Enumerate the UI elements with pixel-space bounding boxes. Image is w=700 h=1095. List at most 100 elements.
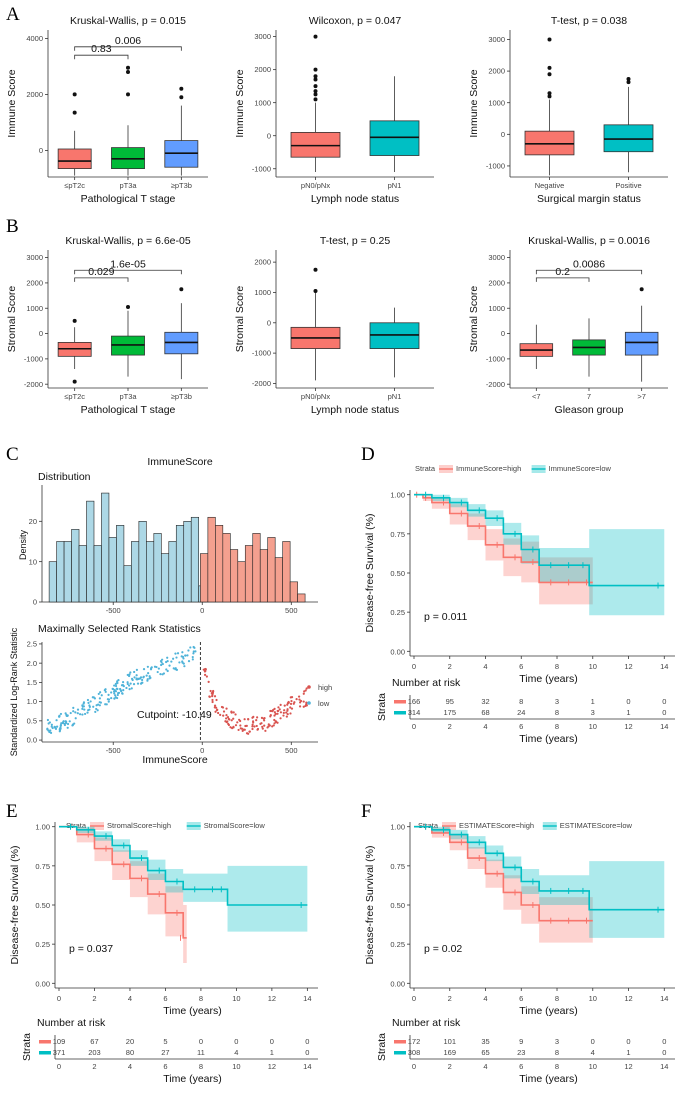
scatter-point [285, 711, 288, 714]
scatter-point [192, 652, 195, 655]
y-tick-label: -1000 [252, 164, 271, 173]
y-tick-label: 1.00 [390, 491, 405, 500]
x-tick-label: Positive [615, 181, 641, 190]
x-tick-label: 6 [163, 994, 167, 1003]
risk-x-tick-label: 8 [555, 722, 559, 731]
scatter-point [213, 706, 216, 709]
scatter-point [59, 712, 63, 716]
risk-row-swatch [39, 1040, 51, 1044]
scatter-point [302, 705, 305, 708]
x-tick-label: -500 [106, 606, 121, 615]
outlier-point [547, 37, 552, 42]
y-axis-title: Disease-free Survival (%) [364, 513, 376, 632]
scatter-point [116, 696, 119, 700]
scatter-point [126, 682, 129, 686]
risk-table-title: Number at risk [392, 1017, 461, 1029]
x-axis-title: Lymph node status [311, 404, 399, 416]
scatter-point [212, 689, 215, 693]
suptitle: ImmuneScore [147, 456, 213, 468]
scatter-point [263, 719, 266, 722]
y-tick-label: -2000 [252, 379, 271, 388]
risk-count: 203 [88, 1048, 101, 1057]
risk-count: 9 [519, 1037, 523, 1046]
scatter-point [100, 694, 103, 697]
x-tick-label: pT3a [119, 181, 137, 190]
comparison-pvalue: 1.6e-05 [110, 258, 146, 270]
histogram-bar [190, 516, 199, 603]
histogram-bar [207, 516, 216, 603]
x-axis-title: ImmuneScore [142, 754, 208, 766]
x-tick-label: 4 [128, 994, 132, 1003]
y-tick-label: 0.75 [390, 862, 405, 871]
legend-label: low [318, 699, 330, 708]
survival-plot-d: Strata ImmuneScore=high ImmuneScore=low 0.0… [364, 464, 675, 745]
scatter-point [230, 719, 233, 722]
survival-curve [59, 825, 308, 906]
scatter-point [88, 708, 91, 711]
scatter-point [181, 651, 184, 654]
scatter-point [139, 682, 143, 685]
scatter-point [127, 684, 131, 687]
y-tick-label: 1000 [254, 98, 271, 107]
scatter-point [252, 721, 255, 724]
scatter-point [126, 673, 129, 677]
scatter-point [59, 723, 63, 727]
scatter-point [264, 729, 267, 732]
scatter-point [292, 702, 295, 705]
chart-title: Wilcoxon, p = 0.047 [309, 15, 402, 27]
scatter-point [251, 723, 254, 726]
risk-count: 0 [199, 1037, 203, 1046]
outlier-point [179, 86, 184, 91]
scatter-point [55, 719, 58, 722]
legend-label: StromalScore=low [204, 821, 266, 830]
scatter-point [146, 678, 149, 681]
scatter-point [116, 687, 119, 691]
y-axis-title: Immune Score [468, 69, 480, 137]
y-axis-title: Disease-free Survival (%) [364, 845, 376, 964]
scatter-point [71, 724, 74, 727]
x-tick-label: 500 [285, 606, 298, 615]
y-tick-label: 1.0 [27, 697, 37, 706]
boxplot-b3: Kruskal-Wallis, p = 0.0016 -2000 -1000 0 100… [468, 235, 668, 416]
scatter-point [81, 713, 84, 716]
scatter-point [125, 686, 128, 690]
scatter-point [256, 728, 259, 731]
y-tick-label: 2000 [26, 279, 43, 288]
scatter-point [106, 698, 109, 701]
scatter-point [49, 731, 53, 734]
risk-count: 0 [305, 1037, 309, 1046]
scatter-point [285, 715, 288, 718]
scatter-point [132, 682, 136, 686]
scatter-point [107, 700, 110, 703]
x-axis-title: Time (years) [519, 1005, 578, 1017]
risk-count: 0 [626, 697, 630, 706]
x-tick-label: 0 [200, 746, 204, 755]
scatter-point [107, 693, 110, 696]
outlier-point [547, 91, 552, 96]
risk-count: 4 [591, 1048, 595, 1057]
scatter-point [135, 677, 138, 680]
histogram-bar [48, 561, 57, 603]
scatter-point [277, 709, 280, 713]
y-tick-label: 0.50 [390, 569, 405, 578]
scatter-point [103, 689, 106, 692]
legend-marker [307, 685, 311, 689]
scatter-point [215, 709, 219, 712]
scatter-point [251, 725, 254, 728]
histogram-bar [108, 537, 117, 603]
y-axis-title: Density [18, 529, 28, 560]
risk-x-title: Time (years) [519, 1073, 578, 1085]
risk-count: 0 [591, 1037, 595, 1046]
scatter-point [286, 708, 289, 711]
chart-title: Kruskal-Wallis, p = 0.0016 [528, 235, 650, 247]
scatter-point [211, 700, 214, 704]
scatter-point [232, 711, 235, 714]
legend-label: ESTIMATEScore=low [560, 821, 633, 830]
scatter-point [290, 707, 294, 710]
scatter-point [217, 711, 220, 715]
outlier-point [126, 65, 130, 70]
scatter-point [193, 646, 196, 649]
scatter-point [89, 700, 92, 703]
outlier-point [313, 267, 318, 272]
scatter-point [174, 652, 177, 655]
